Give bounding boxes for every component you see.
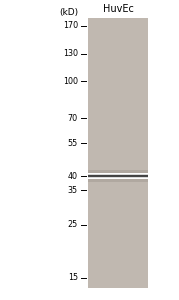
Text: 100: 100 — [63, 76, 78, 85]
Text: 25: 25 — [68, 220, 78, 230]
Text: 55: 55 — [68, 139, 78, 148]
Text: 35: 35 — [68, 186, 78, 195]
Text: 130: 130 — [63, 49, 78, 58]
Bar — [88, 170, 148, 182]
Text: 40: 40 — [68, 172, 78, 181]
Bar — [88, 18, 148, 288]
Text: HuvEc: HuvEc — [103, 4, 133, 14]
Text: 70: 70 — [68, 114, 78, 123]
Text: 170: 170 — [63, 22, 78, 31]
Text: 15: 15 — [68, 274, 78, 283]
Text: (kD): (kD) — [59, 8, 78, 16]
